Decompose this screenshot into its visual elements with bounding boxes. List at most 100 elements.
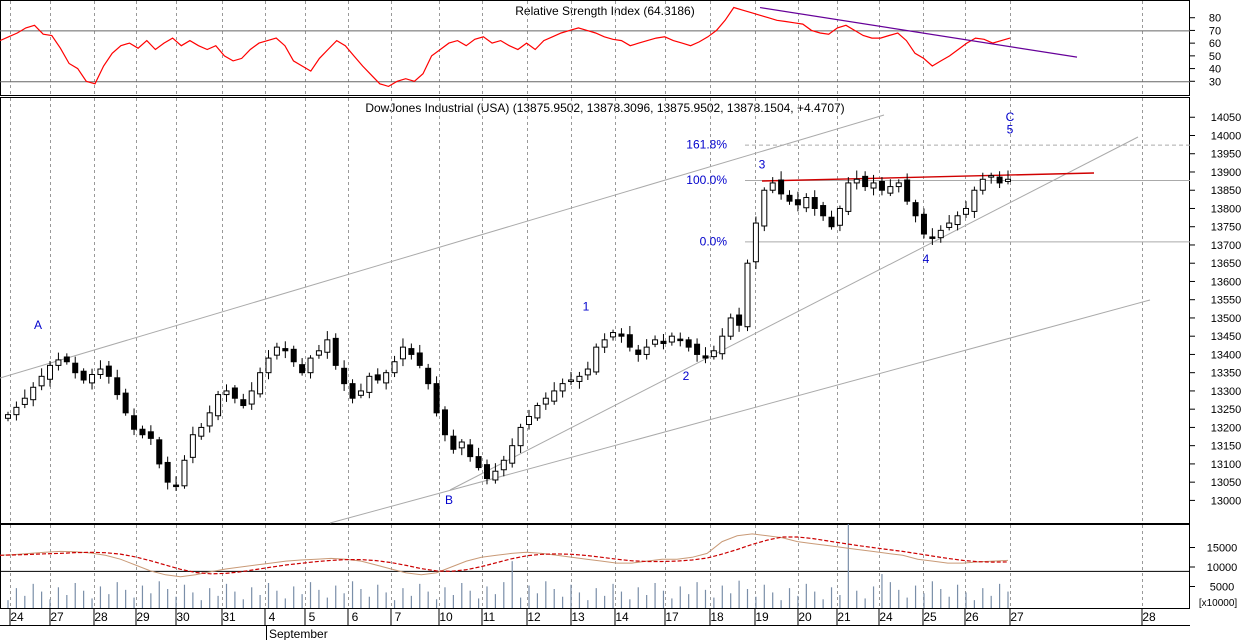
wave-label: 1 (583, 300, 590, 314)
candle-body (30, 386, 37, 401)
price-tick-label: 13850 (1211, 185, 1242, 197)
candle-body (441, 409, 448, 436)
candle-body (114, 377, 121, 396)
candle-body (399, 346, 406, 360)
candle-body (920, 213, 927, 235)
candle-body (500, 459, 507, 471)
candle-body (517, 426, 524, 447)
candle-body (332, 337, 339, 366)
price-tick-label: 13950 (1211, 149, 1242, 161)
candle-body (223, 390, 230, 396)
price-title: DowJones Industrial (USA) (13875.9502, 1… (365, 101, 844, 115)
volume-axis-ticks: 5000 10000 15000 (1190, 543, 1237, 594)
candle-body (349, 383, 356, 399)
candle-body (769, 182, 776, 191)
candle-body (374, 374, 381, 381)
candle-body (794, 199, 801, 206)
candle-body (72, 362, 79, 374)
candle-body (383, 372, 390, 384)
fib-label: 100.0% (686, 173, 727, 187)
candle-body (946, 222, 953, 228)
date-label: 14 (615, 610, 629, 624)
candle-body (391, 361, 398, 374)
rsi-grid (10, 1, 1143, 95)
candle-body (568, 379, 575, 382)
trend-channels (0, 114, 1151, 524)
date-label: 20 (798, 610, 812, 624)
price-tick-label: 14050 (1211, 112, 1242, 124)
candle-body (542, 397, 549, 405)
rsi-trend-line (759, 6, 1078, 58)
price-tick-label: 13000 (1211, 495, 1242, 507)
volume-panel: 5000 10000 15000 [x10000] (0, 524, 1237, 609)
candle-body (357, 390, 364, 396)
candle-body (576, 375, 583, 382)
candle-body (534, 405, 541, 419)
wave-label: 2 (683, 369, 690, 383)
candle-body (752, 222, 759, 263)
candle-body (870, 182, 877, 189)
candle-body (231, 387, 238, 399)
rising-support-line (449, 136, 1139, 491)
candle-body (710, 350, 717, 358)
date-axis: 24 27 28 29 30 31 4 5 6 7 10 11 12 13 14 17 18 19 20 21 24 25… (0, 609, 1190, 640)
candle-body (1005, 178, 1011, 182)
candle-body (593, 346, 600, 373)
candle-body (475, 456, 482, 469)
candle-body (147, 431, 154, 439)
candle-body (131, 415, 138, 430)
rsi-reference-lines (0, 30, 1190, 83)
volume-unit-label: [x10000] (1199, 598, 1238, 609)
volume-moving-averages (0, 533, 1009, 578)
price-tick-label: 13300 (1211, 386, 1242, 398)
upper-channel-line (0, 114, 885, 379)
candle-body (601, 339, 608, 348)
price-tick-label: 14000 (1211, 130, 1242, 142)
candle-body (55, 359, 62, 366)
rsi-panel: Relative Strength Index (64.3186) 304050… (0, 0, 1221, 96)
date-label: 6 (352, 610, 359, 624)
candle-body (727, 317, 734, 337)
candle-body (467, 444, 474, 458)
rsi-title: Relative Strength Index (64.3186) (515, 4, 694, 18)
candle-body (408, 348, 415, 355)
candle-body (257, 372, 264, 395)
elliott-wave-labels: A B 1 2 3 4 C5 (34, 110, 1015, 507)
date-label: 11 (483, 610, 496, 624)
rsi-tick-label: 80 (1209, 13, 1221, 25)
candle-body (341, 367, 348, 385)
price-tick-label: 13250 (1211, 404, 1242, 416)
candle-body (828, 216, 835, 228)
volume-tick-label: 10000 (1207, 562, 1238, 574)
price-tick-label: 13900 (1211, 167, 1242, 179)
candle-body (643, 346, 650, 355)
date-label: 24 (10, 610, 24, 624)
wave-label: 3 (759, 157, 766, 171)
price-axis-ticks: 13000 13050 13100 13150 13200 13250 13300 13350… (1190, 112, 1241, 507)
wave-label: 5 (1007, 123, 1014, 137)
date-label: 30 (176, 610, 190, 624)
date-label: 18 (710, 610, 724, 624)
price-panel-frame (0, 97, 1190, 524)
price-tick-label: 13350 (1211, 368, 1242, 380)
candle-body (584, 368, 591, 376)
candle-body (954, 215, 961, 226)
candle-body (635, 349, 642, 355)
price-tick-label: 13200 (1211, 422, 1242, 434)
price-tick-label: 13100 (1211, 459, 1242, 471)
rsi-tick-label: 60 (1209, 38, 1221, 50)
candle-body (265, 357, 272, 374)
candle-body (416, 352, 423, 366)
candle-body (736, 314, 743, 326)
candle-body (744, 262, 751, 328)
candle-body (433, 383, 440, 414)
lower-channel-line (329, 299, 1151, 524)
candle-body (198, 426, 205, 437)
date-label: 28 (1142, 610, 1156, 624)
candle-body (38, 375, 45, 387)
date-label: 21 (837, 610, 851, 624)
candle-body (778, 179, 785, 195)
candle-body (139, 428, 146, 436)
price-tick-label: 13150 (1211, 441, 1242, 453)
candle-body (979, 178, 986, 191)
